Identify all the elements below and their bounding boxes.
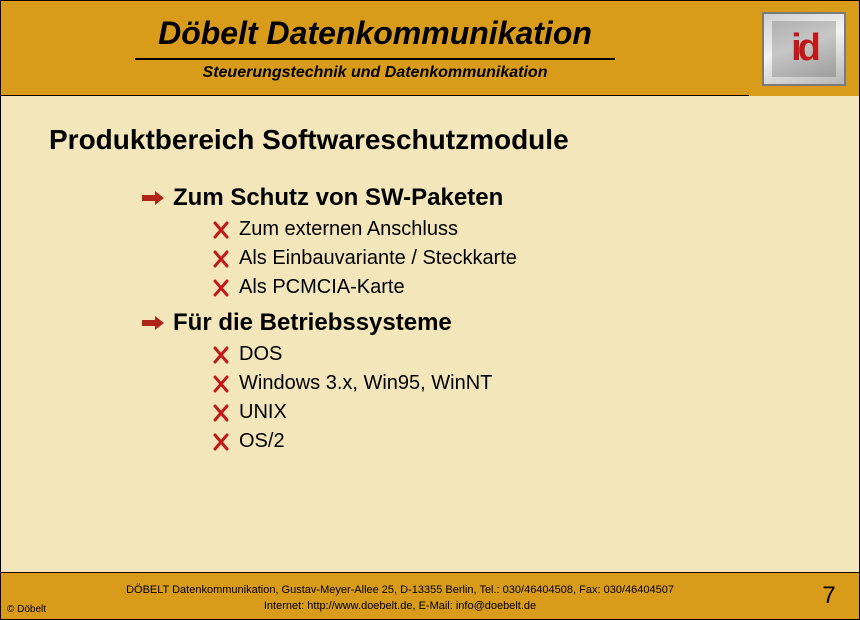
slide-footer: © Döbelt DÖBELT Datenkommunikation, Gust…: [1, 572, 859, 619]
slide-header: Döbelt Datenkommunikation Steuerungstech…: [1, 1, 859, 96]
section-heading: Zum Schutz von SW-Paketen: [141, 184, 811, 212]
footer-line1: DÖBELT Datenkommunikation, Gustav-Meyer-…: [1, 582, 799, 599]
company-title: Döbelt Datenkommunikation: [158, 15, 592, 52]
page-number: 7: [799, 582, 859, 610]
x-bullet-icon: [213, 375, 235, 393]
list-item: OS/2: [213, 430, 811, 453]
logo-text: id: [791, 27, 817, 70]
section-label: Für die Betriebssysteme: [173, 309, 452, 337]
bullet-list: Zum Schutz von SW-Paketen Zum externen A…: [141, 184, 811, 453]
company-subtitle: Steuerungstechnik und Datenkommunikation: [203, 64, 548, 82]
x-bullet-icon: [213, 404, 235, 422]
list-item: DOS: [213, 343, 811, 366]
list-item: Windows 3.x, Win95, WinNT: [213, 372, 811, 395]
slide-content: Produktbereich Softwareschutzmodule Zum …: [1, 96, 859, 574]
footer-line2: Internet: http://www.doebelt.de, E-Mail:…: [1, 598, 799, 615]
footer-copyright: © Döbelt: [7, 604, 46, 615]
hand-pointer-icon: [141, 314, 169, 332]
list-item: Zum externen Anschluss: [213, 218, 811, 241]
footer-contact: DÖBELT Datenkommunikation, Gustav-Meyer-…: [1, 578, 799, 615]
section-label: Zum Schutz von SW-Paketen: [173, 184, 503, 212]
list-item-label: Zum externen Anschluss: [239, 218, 458, 241]
list-item: UNIX: [213, 401, 811, 424]
list-item-label: Als Einbauvariante / Steckkarte: [239, 247, 517, 270]
slide-title: Produktbereich Softwareschutzmodule: [49, 124, 811, 156]
x-bullet-icon: [213, 279, 235, 297]
list-item-label: UNIX: [239, 401, 287, 424]
logo-frame: id: [762, 12, 846, 86]
x-bullet-icon: [213, 346, 235, 364]
hand-pointer-icon: [141, 189, 169, 207]
list-item-label: Als PCMCIA-Karte: [239, 276, 405, 299]
x-bullet-icon: [213, 221, 235, 239]
x-bullet-icon: [213, 250, 235, 268]
x-bullet-icon: [213, 433, 235, 451]
list-item: Als PCMCIA-Karte: [213, 276, 811, 299]
section-heading: Für die Betriebssysteme: [141, 309, 811, 337]
list-item-label: DOS: [239, 343, 282, 366]
list-item-label: OS/2: [239, 430, 285, 453]
logo-container: id: [749, 1, 859, 96]
list-item-label: Windows 3.x, Win95, WinNT: [239, 372, 492, 395]
list-item: Als Einbauvariante / Steckkarte: [213, 247, 811, 270]
header-divider: [135, 58, 615, 60]
header-text-area: Döbelt Datenkommunikation Steuerungstech…: [1, 1, 749, 95]
logo-inner: id: [772, 21, 836, 77]
